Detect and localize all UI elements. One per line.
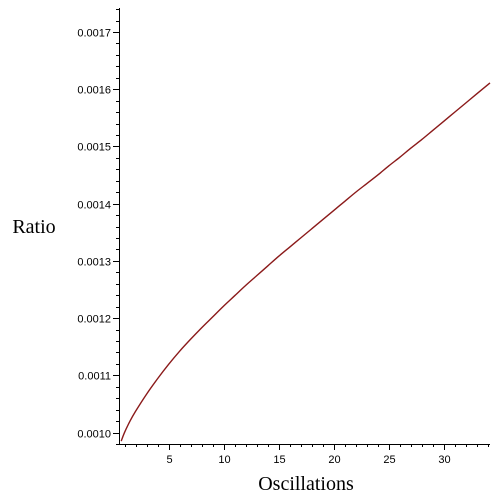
x-tick-label: 25: [383, 454, 395, 466]
y-tick-label: 0.0010: [77, 429, 111, 441]
y-tick-label: 0.0017: [77, 28, 111, 40]
x-tick-label: 30: [438, 454, 450, 466]
y-axis-title: Ratio: [12, 216, 55, 238]
y-tick-label: 0.0013: [77, 257, 111, 269]
y-axis: 0.0010 0.0011 0.0012 0.0013 0.0014 0.0015 0.00…: [77, 8, 120, 445]
x-tick-label: 5: [166, 454, 172, 466]
y-tick-label: 0.0014: [77, 200, 111, 212]
x-tick-label: 10: [218, 454, 230, 466]
x-tick-label: 15: [273, 454, 285, 466]
plot-area: [120, 82, 491, 442]
x-axis: 5 10 15 20 25 30: [119, 444, 490, 466]
y-tick-label: 0.0015: [77, 142, 111, 154]
y-tick-label: 0.0011: [78, 371, 111, 383]
y-tick-label: 0.0012: [77, 314, 111, 326]
y-tick-label: 0.0016: [77, 85, 111, 97]
x-axis-title: Oscillations: [258, 473, 354, 495]
series-line: [120, 82, 491, 442]
x-tick-label: 20: [328, 454, 340, 466]
